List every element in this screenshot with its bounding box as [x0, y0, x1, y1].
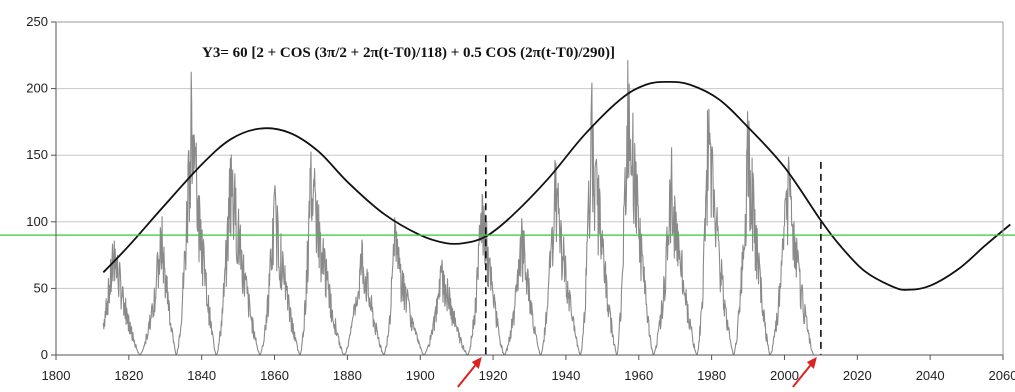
y-tick-label: 250 [26, 14, 48, 29]
x-tick-label: 1900 [406, 368, 435, 383]
annotation-arrows [457, 357, 817, 388]
x-tick-label: 2020 [843, 368, 872, 383]
sunspot-record-series [102, 59, 815, 356]
x-tick-label: 1980 [697, 368, 726, 383]
y-tick-label: 200 [26, 81, 48, 96]
chart-title: Y3= 60 [2 + COS (3π/2 + 2π(t-T0)/118) + … [202, 45, 615, 61]
x-tick-labels: 1800 1820 1840 1860 1880 1900 1920 1940 1960 1980… [42, 368, 1015, 383]
arrow-head [471, 357, 482, 369]
x-tick-label: 1940 [551, 368, 580, 383]
model-curve-line [102, 80, 1011, 291]
x-tick-label: 2060 [989, 368, 1015, 383]
reference-lines [0, 155, 1015, 355]
x-tick-label: 2040 [916, 368, 945, 383]
y-tick-label: 100 [26, 214, 48, 229]
x-tick-label: 2000 [770, 368, 799, 383]
y-tick-label: 150 [26, 147, 48, 162]
sunspot-record-line [102, 59, 815, 356]
x-tick-label: 1800 [42, 368, 71, 383]
model-curve-series [102, 80, 1011, 291]
y-tick-label: 0 [41, 347, 48, 362]
arrow-head [806, 357, 817, 369]
y-tick-label: 50 [34, 280, 48, 295]
grid-lines [56, 21, 1003, 289]
x-tick-label: 1860 [260, 368, 289, 383]
y-tick-labels: 0 50 100 150 200 250 [26, 14, 48, 362]
x-tick-label: 1880 [333, 368, 362, 383]
x-tick-label: 1840 [187, 368, 216, 383]
axes [51, 21, 1004, 360]
x-tick-label: 1960 [624, 368, 653, 383]
x-tick-label: 1920 [479, 368, 508, 383]
x-tick-label: 1820 [114, 368, 143, 383]
